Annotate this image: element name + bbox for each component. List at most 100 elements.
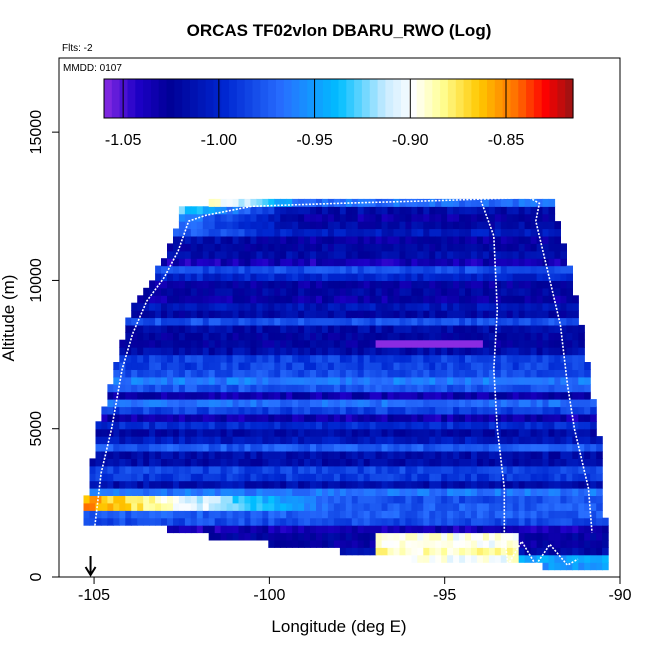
heatmap-cell: [518, 369, 526, 378]
heatmap-cell: [286, 228, 293, 237]
heatmap-cell: [536, 443, 544, 452]
heatmap-cell: [417, 339, 424, 348]
heatmap-cell: [208, 502, 216, 511]
heatmap-cell: [447, 324, 454, 333]
heatmap-cell: [512, 339, 520, 348]
heatmap-cell: [190, 273, 198, 281]
heatmap-cell: [220, 443, 228, 452]
heatmap-cell: [214, 310, 222, 319]
heatmap-cell: [506, 228, 514, 237]
heatmap-cell: [375, 265, 383, 274]
heatmap-cell: [149, 369, 156, 378]
heatmap-cell: [226, 258, 234, 267]
heatmap-cell: [369, 221, 377, 230]
heatmap-cell: [333, 228, 341, 237]
heatmap-cell: [459, 273, 466, 281]
heatmap-cell: [304, 287, 311, 296]
heatmap-cell: [316, 347, 323, 356]
heatmap-cell: [488, 406, 496, 415]
heatmap-cell: [137, 458, 144, 467]
heatmap-cell: [500, 465, 508, 474]
heatmap-cell: [399, 324, 407, 333]
heatmap-cell: [512, 280, 520, 289]
heatmap-cell: [143, 406, 150, 415]
heatmap-cell: [161, 280, 168, 289]
heatmap-cell: [375, 488, 383, 496]
heatmap-cell: [471, 547, 478, 556]
heatmap-cell: [411, 354, 418, 363]
heatmap-cell: [429, 317, 436, 326]
heatmap-cell: [238, 265, 246, 274]
heatmap-cell: [590, 473, 597, 482]
heatmap-cell: [554, 376, 561, 385]
heatmap-cell: [256, 465, 263, 474]
heatmap-cell: [304, 502, 311, 511]
heatmap-cell: [357, 339, 365, 348]
heatmap-cell: [536, 310, 544, 319]
heatmap-cell: [369, 354, 377, 363]
heatmap-cell: [590, 413, 597, 422]
heatmap-cell: [441, 502, 448, 511]
heatmap-cell: [554, 250, 561, 259]
heatmap-cell: [512, 451, 520, 459]
heatmap-cell: [393, 473, 401, 482]
heatmap-cell: [405, 458, 412, 467]
colorbar-swatch: [283, 79, 293, 118]
heatmap-cell: [232, 243, 240, 252]
heatmap-cell: [202, 310, 210, 319]
heatmap-cell: [435, 347, 442, 356]
heatmap-cell: [280, 273, 287, 281]
heatmap-cell: [316, 332, 323, 341]
heatmap-cell: [500, 406, 508, 415]
heatmap-cell: [244, 295, 252, 304]
heatmap-cell: [339, 198, 347, 207]
heatmap-cell: [542, 310, 550, 319]
heatmap-cell: [339, 436, 347, 445]
heatmap-cell: [560, 525, 567, 534]
heatmap-cell: [566, 428, 573, 437]
heatmap-cell: [274, 399, 281, 408]
heatmap-cell: [173, 384, 180, 393]
heatmap-cell: [399, 502, 407, 511]
heatmap-cell: [405, 317, 412, 326]
heatmap-cell: [512, 273, 520, 281]
heatmap-cell: [250, 206, 257, 215]
heatmap-cell: [566, 547, 573, 556]
heatmap-cell: [178, 332, 186, 341]
y-tick-label: 10000: [28, 258, 45, 303]
heatmap-cell: [155, 369, 162, 378]
heatmap-cell: [512, 287, 520, 296]
heatmap-cell: [274, 295, 281, 304]
heatmap-cell: [459, 235, 466, 244]
heatmap-cell: [530, 502, 538, 511]
heatmap-cell: [214, 273, 222, 281]
heatmap-cell: [488, 554, 496, 563]
heatmap-cell: [208, 406, 216, 415]
heatmap-cell: [429, 391, 436, 400]
heatmap-cell: [178, 317, 186, 326]
heatmap-cell: [238, 280, 246, 289]
heatmap-cell: [280, 295, 287, 304]
heatmap-cell: [405, 369, 412, 378]
heatmap-cell: [369, 310, 377, 319]
heatmap-cell: [423, 495, 430, 504]
heatmap-cell: [256, 265, 263, 274]
heatmap-cell: [173, 443, 180, 452]
heatmap-cell: [357, 206, 365, 215]
heatmap-cell: [375, 317, 383, 326]
heatmap-cell: [351, 339, 359, 348]
heatmap-cell: [518, 362, 526, 370]
heatmap-cell: [387, 347, 395, 356]
heatmap-cell: [381, 532, 389, 541]
heatmap-cell: [453, 213, 460, 222]
heatmap-cell: [542, 480, 550, 489]
heatmap-cell: [304, 250, 311, 259]
heatmap-cell: [447, 391, 454, 400]
heatmap-cell: [548, 517, 556, 526]
heatmap-cell: [250, 458, 257, 467]
heatmap-cell: [441, 213, 448, 222]
heatmap-cell: [107, 488, 114, 496]
heatmap-cell: [590, 451, 597, 459]
heatmap-cell: [471, 384, 478, 393]
heatmap-cell: [423, 228, 430, 237]
